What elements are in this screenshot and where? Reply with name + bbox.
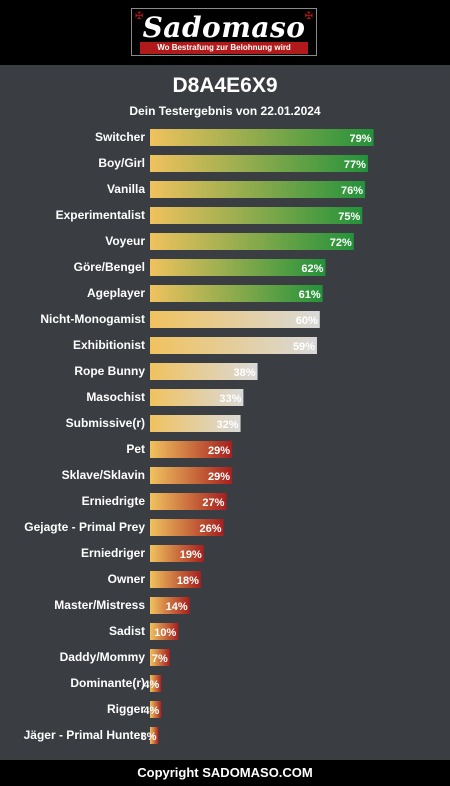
category-label: Gejagte - Primal Prey bbox=[24, 520, 145, 534]
value-label: 18% bbox=[177, 575, 199, 587]
category-label: Experimentalist bbox=[56, 208, 145, 222]
value-label: 72% bbox=[330, 237, 352, 249]
bar bbox=[150, 233, 354, 250]
value-label: 4% bbox=[143, 679, 159, 691]
bar bbox=[150, 389, 244, 406]
bar bbox=[150, 571, 201, 588]
value-label: 29% bbox=[208, 471, 230, 483]
category-label: Master/Mistress bbox=[54, 598, 145, 612]
bar bbox=[150, 727, 159, 744]
category-label: Nicht-Monogamist bbox=[40, 312, 145, 326]
bar bbox=[150, 441, 233, 458]
value-label: 76% bbox=[341, 185, 363, 197]
bar bbox=[150, 415, 241, 432]
bar bbox=[150, 623, 179, 640]
ornament-icon: ✠ bbox=[304, 11, 313, 22]
value-label: 79% bbox=[350, 133, 372, 145]
chart-subtitle: Dein Testergebnis von 22.01.2024 bbox=[129, 104, 321, 118]
category-label: Daddy/Mommy bbox=[60, 650, 146, 664]
bar bbox=[150, 181, 366, 198]
category-label: Switcher bbox=[95, 130, 145, 144]
bar bbox=[150, 675, 162, 692]
bar bbox=[150, 259, 326, 276]
bar bbox=[150, 129, 374, 146]
bar bbox=[150, 207, 363, 224]
bar bbox=[150, 467, 233, 484]
bar bbox=[150, 155, 368, 172]
bar bbox=[150, 493, 227, 510]
category-label: Exhibitionist bbox=[73, 338, 145, 352]
ornament-icon: ✠ bbox=[135, 11, 144, 22]
category-label: Boy/Girl bbox=[98, 156, 145, 170]
value-label: 14% bbox=[166, 601, 188, 613]
category-label: Pet bbox=[126, 442, 145, 456]
value-label: 26% bbox=[200, 523, 222, 535]
category-label: Erniedriger bbox=[81, 546, 145, 560]
bar bbox=[150, 285, 323, 302]
value-label: 7% bbox=[152, 653, 168, 665]
category-label: Masochist bbox=[86, 390, 145, 404]
category-label: Sadist bbox=[109, 624, 145, 638]
value-label: 77% bbox=[344, 159, 366, 171]
category-label: Rope Bunny bbox=[74, 364, 145, 378]
value-label: 33% bbox=[219, 393, 241, 405]
bar bbox=[150, 649, 170, 666]
category-label: Vanilla bbox=[107, 182, 145, 196]
value-label: 59% bbox=[293, 341, 315, 353]
bar bbox=[150, 311, 320, 328]
value-label: 60% bbox=[296, 315, 318, 327]
brand-logo[interactable]: ✠ ✠ Sadomaso Wo Bestrafung zur Belohnung… bbox=[131, 8, 317, 56]
value-label: 4% bbox=[143, 705, 159, 717]
value-label: 38% bbox=[234, 367, 256, 379]
chart-title: D8A4E6X9 bbox=[172, 74, 278, 97]
bar bbox=[150, 519, 224, 536]
site-header: ✠ ✠ Sadomaso Wo Bestrafung zur Belohnung… bbox=[0, 0, 450, 65]
bar bbox=[150, 337, 317, 354]
category-label: Göre/Bengel bbox=[74, 260, 145, 274]
category-label: Erniedrigte bbox=[82, 494, 146, 508]
value-label: 29% bbox=[208, 445, 230, 457]
category-label: Submissive(r) bbox=[66, 416, 145, 430]
category-label: Ageplayer bbox=[87, 286, 145, 300]
category-label: Owner bbox=[108, 572, 146, 586]
value-label: 19% bbox=[180, 549, 202, 561]
bar bbox=[150, 701, 162, 718]
value-label: 61% bbox=[299, 289, 321, 301]
value-label: 62% bbox=[301, 263, 323, 275]
bar bbox=[150, 363, 258, 380]
value-label: 75% bbox=[338, 211, 360, 223]
brand-tagline: Wo Bestrafung zur Belohnung wird bbox=[140, 42, 308, 54]
brand-name: Sadomaso bbox=[142, 11, 306, 44]
value-label: 10% bbox=[154, 627, 176, 639]
category-label: Sklave/Sklavin bbox=[62, 468, 145, 482]
bar bbox=[150, 597, 190, 614]
value-label: 3% bbox=[141, 731, 157, 743]
footer-copyright: Copyright SADOMASO.COM bbox=[0, 760, 450, 786]
value-label: 27% bbox=[202, 497, 224, 509]
category-label: Rigger bbox=[107, 702, 145, 716]
bar bbox=[150, 545, 204, 562]
value-label: 32% bbox=[217, 419, 239, 431]
category-label: Voyeur bbox=[105, 234, 145, 248]
category-label: Dominante(r) bbox=[70, 676, 145, 690]
category-label: Jäger - Primal Hunter bbox=[24, 728, 146, 742]
